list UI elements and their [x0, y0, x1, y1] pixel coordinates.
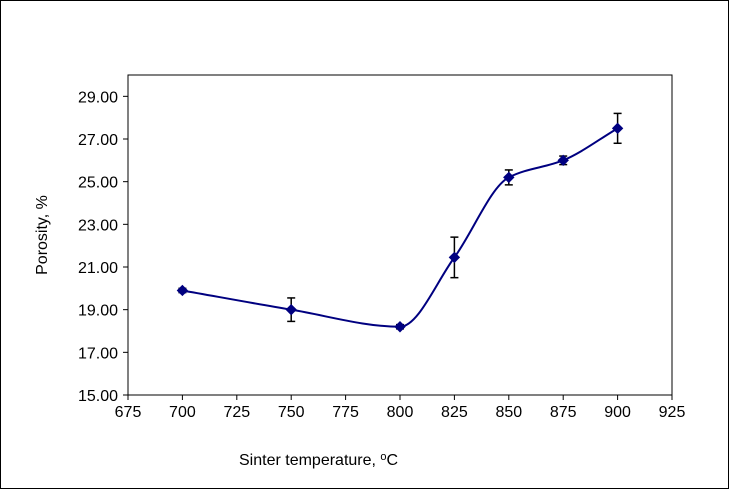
- y-tick-label: 19.00: [78, 303, 118, 320]
- data-point: [176, 284, 189, 297]
- y-tick-label: 23.00: [78, 217, 118, 234]
- data-point: [448, 251, 461, 264]
- x-tick-label: 850: [495, 404, 522, 421]
- data-point: [285, 303, 297, 316]
- y-tick-label: 27.00: [78, 132, 118, 149]
- data-point: [557, 154, 569, 167]
- y-tick-label: 17.00: [78, 345, 118, 362]
- x-tick-label: 875: [550, 404, 577, 421]
- data-point: [503, 171, 515, 184]
- x-tick-label: 750: [278, 404, 305, 421]
- y-axis-title: Porosity, %: [34, 195, 51, 275]
- data-point: [611, 122, 624, 135]
- x-tick-label: 700: [169, 404, 196, 421]
- x-axis-title-main: Sinter temperature,: [239, 452, 380, 469]
- x-tick-label: 775: [332, 404, 359, 421]
- y-axis: 15.00 17.00 19.00 21.00 23.00 25.00 27.00 29.00: [78, 89, 128, 405]
- x-axis-title: Sinter temperature, oC: [239, 451, 398, 469]
- y-tick-label: 21.00: [78, 260, 118, 277]
- x-tick-label: 725: [223, 404, 250, 421]
- x-tick-label: 825: [441, 404, 468, 421]
- x-axis-title-superscript: o: [380, 451, 386, 463]
- x-tick-label: 800: [387, 404, 414, 421]
- data-point: [394, 321, 406, 333]
- y-tick-label: 29.00: [78, 89, 118, 106]
- x-tick-label: 900: [604, 404, 631, 421]
- x-tick-label: 675: [115, 404, 142, 421]
- plot-area: [127, 74, 673, 396]
- x-axis: 675 700 725 750 775 800 825 850 875 900 925: [115, 395, 686, 421]
- data-markers: [176, 122, 624, 333]
- y-tick-label: 25.00: [78, 175, 118, 192]
- x-axis-title-unit: C: [387, 452, 399, 469]
- x-tick-label: 925: [659, 404, 686, 421]
- y-tick-label: 15.00: [78, 388, 118, 405]
